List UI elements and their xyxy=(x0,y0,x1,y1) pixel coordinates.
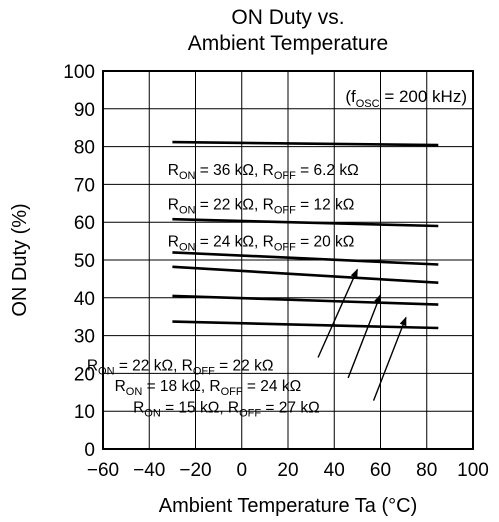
series-line-2 xyxy=(172,217,439,228)
series-label-4: RON = 22 kΩ, ROFF = 22 kΩ xyxy=(87,357,274,377)
series-line-4 xyxy=(172,265,439,284)
series-label-6: RON = 15 kΩ, ROFF = 27 kΩ xyxy=(133,400,320,420)
series-label-5: RON = 18 kΩ, ROFF = 24 kΩ xyxy=(115,378,302,398)
y-axis-label: ON Duty (%) xyxy=(9,203,31,316)
x-tick-label: 40 xyxy=(324,460,345,481)
y-tick-label: 20 xyxy=(74,364,95,385)
series-label-2: RON = 22 kΩ, ROFF = 12 kΩ xyxy=(168,197,355,217)
y-tick-label: 40 xyxy=(74,289,95,310)
y-tick-label: 100 xyxy=(63,62,95,83)
condition-label: (fOSC = 200 kHz) xyxy=(345,87,467,110)
x-tick-label: 80 xyxy=(416,460,437,481)
series-line-6 xyxy=(172,320,439,330)
x-tick-label: −20 xyxy=(179,460,211,481)
x-axis-label: Ambient Temperature Ta (°C) xyxy=(159,495,417,517)
series-line-3 xyxy=(172,251,439,266)
chart-title-line-2: Ambient Temperature xyxy=(188,32,388,55)
series-arrow-5 xyxy=(347,293,382,379)
y-tick-label: 0 xyxy=(84,440,95,461)
series-line-5 xyxy=(172,294,439,306)
series-line-1 xyxy=(172,140,439,147)
y-tick-label: 70 xyxy=(74,175,95,196)
x-tick-label: 100 xyxy=(457,460,489,481)
y-tick-label: 90 xyxy=(74,100,95,121)
series-label-1: RON = 36 kΩ, ROFF = 6.2 kΩ xyxy=(168,162,359,182)
series-arrow-4 xyxy=(317,268,359,358)
x-tick-label: −60 xyxy=(87,460,119,481)
y-tick-label: 30 xyxy=(74,327,95,348)
y-tick-label: 50 xyxy=(74,251,95,272)
series-label-3: RON = 24 kΩ, ROFF = 20 kΩ xyxy=(168,233,355,253)
x-tick-label: 0 xyxy=(236,460,247,481)
y-tick-label: 10 xyxy=(74,402,95,423)
series-arrow-6 xyxy=(372,316,407,401)
x-tick-label: 60 xyxy=(370,460,391,481)
x-tick-label: 20 xyxy=(277,460,298,481)
y-tick-label: 80 xyxy=(74,138,95,159)
y-tick-label: 60 xyxy=(74,213,95,234)
chart-title-line-1: ON Duty vs. xyxy=(231,6,344,29)
x-tick-label: −40 xyxy=(133,460,165,481)
